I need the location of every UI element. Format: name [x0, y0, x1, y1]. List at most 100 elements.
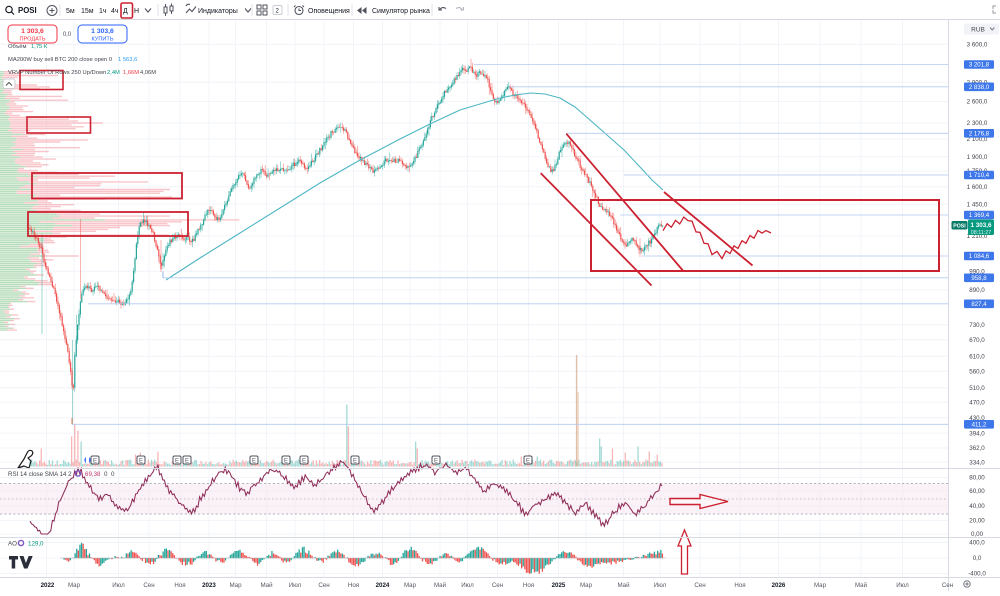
- svg-text:2024: 2024: [376, 582, 390, 589]
- svg-text:990,0: 990,0: [969, 268, 985, 275]
- svg-text:1,66М: 1,66М: [123, 70, 139, 76]
- svg-text:1 710,4: 1 710,4: [969, 172, 990, 179]
- svg-text:Мар: Мар: [404, 582, 417, 589]
- svg-text:Сен: Сен: [318, 582, 329, 589]
- svg-text:2 176,8: 2 176,8: [969, 131, 990, 138]
- svg-text:2 300,0: 2 300,0: [967, 120, 988, 127]
- svg-text:Сен: Сен: [694, 582, 705, 589]
- svg-text:Мар: Мар: [68, 582, 81, 589]
- svg-text:Май: Май: [855, 582, 868, 589]
- svg-text:610,0: 610,0: [969, 354, 985, 361]
- svg-text:0: 0: [111, 471, 115, 478]
- svg-text:RSI 14 close SMA 14 2: RSI 14 close SMA 14 2: [8, 471, 72, 478]
- svg-text:394,0: 394,0: [969, 430, 985, 437]
- svg-text:Н: Н: [134, 8, 139, 15]
- svg-text:1 303,6: 1 303,6: [970, 222, 992, 229]
- svg-text:2022: 2022: [41, 582, 55, 589]
- svg-text:E: E: [93, 458, 97, 464]
- svg-text:Сен: Сен: [942, 582, 953, 589]
- svg-text:Ноя: Ноя: [348, 582, 359, 589]
- svg-text:0,00: 0,00: [971, 531, 984, 538]
- svg-text:1 563,6: 1 563,6: [118, 57, 137, 63]
- svg-text:129,0: 129,0: [28, 541, 44, 548]
- svg-text:20,00: 20,00: [969, 518, 985, 525]
- svg-text:AO: AO: [8, 541, 17, 548]
- svg-text:Июл: Июл: [461, 582, 474, 589]
- svg-text:Ноя: Ноя: [523, 582, 534, 589]
- svg-text:80,00: 80,00: [969, 475, 985, 482]
- svg-text:1ч: 1ч: [99, 8, 107, 15]
- svg-text:2 600,0: 2 600,0: [967, 99, 988, 106]
- svg-text:Мар: Мар: [814, 582, 827, 589]
- svg-text:1 303,6: 1 303,6: [21, 28, 44, 35]
- svg-text:E: E: [284, 458, 288, 464]
- svg-text:69,38: 69,38: [85, 471, 101, 478]
- svg-text:Мар: Мар: [229, 582, 242, 589]
- svg-text:560,0: 560,0: [969, 369, 985, 376]
- svg-text:-400,0: -400,0: [968, 571, 986, 578]
- svg-text:60,00: 60,00: [969, 488, 985, 495]
- svg-text:2023: 2023: [202, 582, 216, 589]
- svg-text:3 201,8: 3 201,8: [969, 62, 990, 69]
- svg-text:2: 2: [276, 9, 280, 15]
- svg-text:1 900,0: 1 900,0: [967, 154, 988, 161]
- svg-text:08:11:27: 08:11:27: [971, 230, 992, 236]
- svg-text:1 084,6: 1 084,6: [969, 253, 990, 260]
- svg-text:E: E: [526, 458, 530, 464]
- svg-text:0,0: 0,0: [63, 32, 72, 38]
- svg-text:2025: 2025: [552, 582, 566, 589]
- svg-text:Индикаторы: Индикаторы: [198, 8, 238, 15]
- svg-text:40,00: 40,00: [969, 503, 985, 510]
- svg-text:Ноя: Ноя: [734, 582, 745, 589]
- svg-text:VRVP Number Of Rows 250 Up/Dow: VRVP Number Of Rows 250 Up/Down: [8, 70, 106, 76]
- svg-text:Ноя: Ноя: [174, 582, 185, 589]
- svg-text:1,75 К: 1,75 К: [31, 44, 48, 50]
- svg-text:3 600,0: 3 600,0: [967, 42, 988, 49]
- svg-text:E: E: [353, 458, 357, 464]
- svg-text:E: E: [185, 458, 189, 464]
- svg-text:2026: 2026: [772, 582, 786, 589]
- svg-text:730,0: 730,0: [969, 322, 985, 329]
- svg-text:470,0: 470,0: [969, 399, 985, 406]
- svg-text:362,0: 362,0: [969, 445, 985, 452]
- svg-text:Сен: Сен: [143, 582, 154, 589]
- svg-text:E: E: [139, 458, 143, 464]
- svg-text:E: E: [175, 458, 179, 464]
- svg-text:Июл: Июл: [112, 582, 125, 589]
- svg-text:Объём: Объём: [8, 44, 26, 50]
- svg-text:430,0: 430,0: [969, 415, 985, 422]
- svg-text:Июл: Июл: [654, 582, 667, 589]
- svg-text:510,0: 510,0: [969, 385, 985, 392]
- svg-text:E: E: [434, 458, 438, 464]
- svg-text:411,2: 411,2: [972, 422, 987, 429]
- svg-text:890,0: 890,0: [969, 287, 985, 294]
- svg-text:5м: 5м: [66, 8, 75, 15]
- svg-text:E: E: [252, 458, 256, 464]
- svg-text:1 450,0: 1 450,0: [967, 201, 988, 208]
- svg-text:Д: Д: [123, 8, 128, 15]
- svg-text:2 100,0: 2 100,0: [967, 136, 988, 143]
- svg-text:1 369,4: 1 369,4: [969, 212, 990, 219]
- svg-text:2,4М: 2,4М: [107, 70, 120, 76]
- svg-text:Оповещения: Оповещения: [308, 8, 350, 15]
- svg-text:334,0: 334,0: [969, 459, 985, 466]
- svg-text:E: E: [302, 458, 306, 464]
- svg-text:0: 0: [104, 471, 108, 478]
- svg-text:Июл: Июл: [896, 582, 909, 589]
- svg-text:400,0: 400,0: [969, 540, 985, 547]
- svg-text:RUB: RUB: [971, 27, 985, 34]
- svg-text:4,06М: 4,06М: [140, 70, 156, 76]
- svg-text:POSI: POSI: [18, 6, 37, 15]
- svg-text:1 210,0: 1 210,0: [967, 233, 988, 240]
- svg-text:15м: 15м: [81, 8, 94, 15]
- svg-text:0,0: 0,0: [973, 555, 982, 562]
- svg-text:КУПИТЬ: КУПИТЬ: [91, 37, 113, 43]
- svg-text:Июл: Июл: [289, 582, 302, 589]
- svg-text:2 838,0: 2 838,0: [969, 84, 990, 91]
- svg-text:Май: Май: [617, 582, 630, 589]
- svg-text:827,4: 827,4: [971, 301, 987, 308]
- svg-text:4ч: 4ч: [111, 8, 119, 15]
- svg-text:Сен: Сен: [492, 582, 503, 589]
- svg-text:Май: Май: [260, 582, 273, 589]
- svg-text:1 600,0: 1 600,0: [967, 184, 988, 191]
